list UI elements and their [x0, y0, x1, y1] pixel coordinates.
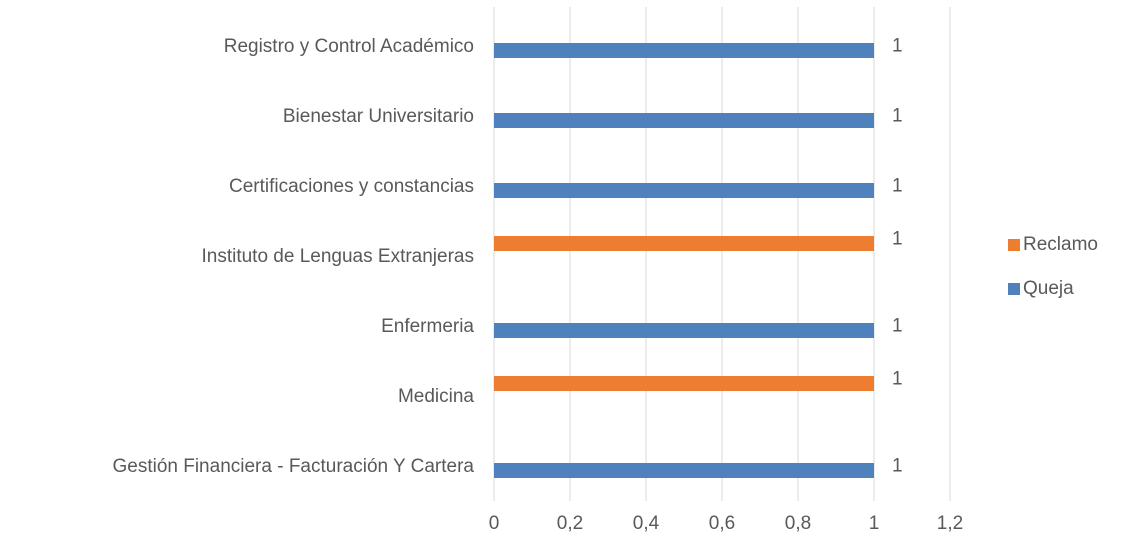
bar — [494, 463, 874, 478]
data-label: 1 — [892, 176, 903, 197]
legend-swatch — [1008, 239, 1020, 251]
legend-swatch — [1008, 283, 1020, 295]
legend-label: Queja — [1023, 278, 1074, 299]
data-label: 1 — [892, 369, 903, 390]
data-label: 1 — [892, 456, 903, 477]
y-tick-label: Certificaciones y constancias — [229, 176, 474, 197]
y-tick-label: Registro y Control Académico — [224, 36, 474, 57]
bar — [494, 183, 874, 198]
x-tick-label: 0,8 — [785, 513, 811, 534]
bar — [494, 323, 874, 338]
x-tick-label: 0,4 — [633, 513, 660, 534]
y-tick-label: Instituto de Lenguas Extranjeras — [201, 246, 474, 267]
bar — [494, 376, 874, 391]
x-tick-label: 1 — [869, 513, 880, 534]
legend-label: Reclamo — [1023, 234, 1098, 255]
bar — [494, 236, 874, 251]
y-tick-label: Enfermeria — [381, 316, 474, 337]
data-label: 1 — [892, 106, 903, 127]
y-tick-label: Bienestar Universitario — [283, 106, 474, 127]
data-label: 1 — [892, 36, 903, 57]
bar — [494, 43, 874, 58]
x-tick-label: 1,2 — [937, 513, 963, 534]
bar — [494, 113, 874, 128]
x-tick-label: 0 — [489, 513, 500, 534]
y-tick-label: Gestión Financiera - Facturación Y Carte… — [112, 456, 474, 477]
y-tick-label: Medicina — [398, 386, 474, 407]
data-label: 1 — [892, 229, 903, 250]
x-tick-label: 0,6 — [709, 513, 735, 534]
x-tick-label: 0,2 — [557, 513, 583, 534]
data-label: 1 — [892, 316, 903, 337]
